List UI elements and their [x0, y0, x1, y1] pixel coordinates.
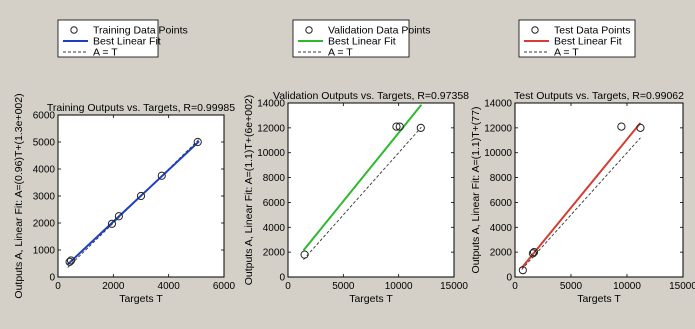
data-point [193, 137, 202, 147]
y-tick-label: 14000 [257, 99, 285, 110]
y-tick-label: 12000 [484, 123, 512, 134]
y-tick-label: 2000 [490, 248, 513, 259]
legend-entry: Best Linear Fit [93, 36, 161, 48]
y-tick-label: 12000 [257, 123, 285, 134]
x-tick-label: 0 [512, 281, 518, 292]
legend-marker-points [70, 26, 78, 34]
data-point [392, 122, 401, 131]
data-point [617, 122, 626, 131]
x-axis-label: Targets T [577, 293, 621, 305]
data-point [416, 123, 425, 132]
data-point [395, 122, 404, 131]
legend-box [57, 19, 159, 58]
legend-box [518, 19, 636, 58]
chart-title: Training Outputs vs. Targets, R=0.99985 [47, 102, 235, 114]
y-tick-label: 6000 [33, 111, 56, 122]
y-tick-label: 8000 [490, 173, 513, 184]
best-fit-line [302, 104, 423, 252]
x-tick-label: 2000 [102, 281, 125, 292]
y-tick-label: 0 [49, 273, 55, 284]
best-fit-line [66, 140, 200, 266]
y-tick-label: 4000 [490, 223, 513, 234]
y-tick-label: 2000 [33, 219, 56, 230]
plot-area [287, 102, 455, 278]
legend-entry: Test Data Points [554, 25, 630, 37]
x-tick-label: 4000 [158, 281, 181, 292]
data-point [528, 249, 538, 258]
y-axis-label: Outputs A, Linear Fit: A=(1.1)T+(6e+002) [243, 95, 255, 286]
y-tick-label: 2000 [263, 248, 286, 259]
data-point [107, 219, 117, 228]
y-tick-label: 10000 [484, 148, 512, 159]
y-tick-label: 0 [506, 273, 512, 284]
data-point [300, 250, 309, 259]
legend-marker-points [305, 26, 313, 34]
x-tick-label: 0 [55, 281, 61, 292]
legend-entry: Validation Data Points [328, 25, 431, 37]
y-tick-label: 4000 [33, 165, 56, 176]
legend-entry: Best Linear Fit [328, 36, 396, 48]
data-point [529, 248, 539, 257]
legend-box [292, 19, 410, 58]
legend-entry: A = T [93, 47, 118, 59]
y-tick-label: 1000 [33, 246, 56, 257]
chart-title: Test Outputs vs. Targets, R=0.99062 [514, 90, 684, 102]
y-tick-label: 6000 [263, 198, 286, 209]
legend-entry: Training Data Points [93, 25, 188, 37]
y-axis-label: Outputs A, Linear Fit: A=(0.96)T+(1.3e+0… [13, 93, 25, 298]
identity-line [303, 126, 422, 260]
plot-area [514, 102, 684, 278]
x-tick-label: 6000 [213, 281, 236, 292]
y-axis-label: Outputs A, Linear Fit: A=(1.1)T+(77) [470, 107, 482, 274]
y-tick-label: 8000 [263, 173, 286, 184]
x-tick-label: 5000 [560, 281, 583, 292]
identity-line [521, 137, 641, 270]
chart-title: Validation Outputs vs. Targets, R=0.9735… [273, 90, 469, 102]
chart-1: 0 2000 4000 60000100020003000400050006000Tr… [13, 19, 236, 305]
best-fit-line [520, 122, 642, 269]
x-axis-label: Targets T [349, 293, 393, 305]
data-point [65, 257, 74, 266]
data-point [518, 266, 527, 275]
x-tick-label: 10000 [613, 281, 641, 292]
x-tick-label: 10000 [385, 281, 413, 292]
x-tick-label: 5000 [332, 281, 355, 292]
x-tick-label: 15000 [440, 281, 468, 292]
y-tick-label: 6000 [490, 198, 513, 209]
data-point [157, 171, 166, 180]
x-tick-label: 0 [285, 281, 291, 292]
x-axis-label: Targets T [119, 293, 163, 305]
y-tick-label: 14000 [484, 99, 512, 110]
data-point [114, 212, 123, 221]
chart-3: 0 5000 10000 15000 0 2000 4000 6000 8000 10000 120… [470, 19, 695, 305]
data-point [66, 256, 76, 265]
y-tick-label: 4000 [263, 223, 286, 234]
legend-entry: A = T [328, 47, 353, 59]
y-tick-label: 5000 [33, 138, 56, 149]
y-tick-label: 10000 [257, 148, 285, 159]
legend-entry: Best Linear Fit [554, 36, 622, 48]
x-tick-label: 15000 [669, 281, 695, 292]
chart-2: 0 5000 10000 15000 0 2000 4000 6000 8000 10000 120… [243, 19, 469, 305]
data-point [636, 123, 645, 132]
legend-marker-points [531, 26, 539, 34]
y-tick-label: 3000 [33, 192, 56, 203]
data-point [136, 191, 146, 201]
y-tick-label: 0 [279, 273, 285, 284]
legend-entry: A = T [554, 47, 579, 59]
